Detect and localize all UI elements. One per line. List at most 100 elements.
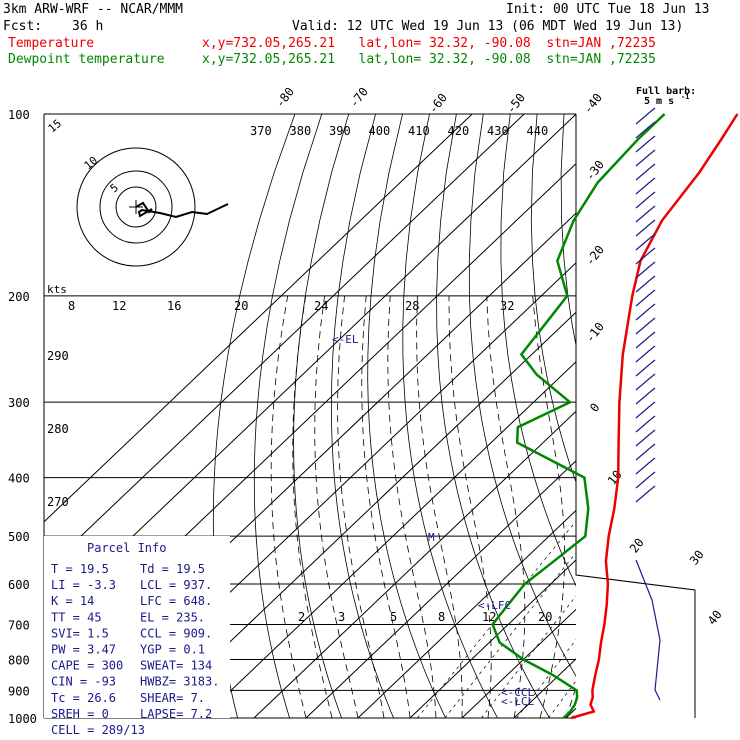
parcel-info-row-1-right: LCL = 937. xyxy=(140,578,212,592)
wind-barb-flag-1 xyxy=(649,121,656,127)
wind-barb-4 xyxy=(635,167,651,181)
dry-adiabat-280 xyxy=(402,114,498,718)
wind-barb-10 xyxy=(635,251,651,265)
parcel-info-row-5-left: PW = 3.47 xyxy=(51,643,116,657)
dry-adiabat-290 xyxy=(436,114,550,718)
moist-adiabat-40 xyxy=(670,296,740,718)
parcel-info-row-3-left: TT = 45 xyxy=(51,610,102,624)
wind-barb-flag-12 xyxy=(649,275,656,281)
lcl-marker: <-LCL xyxy=(501,695,534,708)
mixing-ratio-16 xyxy=(571,711,576,718)
barb-legend-title: Full barb: xyxy=(636,86,696,97)
hodograph-ring-inner xyxy=(115,186,157,228)
wind-barb-5 xyxy=(635,181,651,195)
theta-label-440: 440 xyxy=(527,124,549,138)
hodograph-ring-middle xyxy=(99,170,173,244)
wind-barb-flag-13 xyxy=(649,289,656,295)
mixing-ratio-12 xyxy=(548,680,576,718)
parcel-info-row-4-right: CCL = 909. xyxy=(140,626,212,640)
parcel-info-row-0-left: T = 19.5 xyxy=(51,562,109,576)
hodograph: 15 10 5 kts xyxy=(46,117,229,296)
wind-barb-8 xyxy=(635,223,651,237)
dry-adiabat-330 xyxy=(560,114,576,348)
isotherm-50 xyxy=(722,114,740,718)
theta-label-400: 400 xyxy=(369,124,391,138)
wind-barb-7 xyxy=(635,209,651,223)
wind-barb-flag-20 xyxy=(649,387,656,393)
wind-barb-flag-11 xyxy=(649,261,656,267)
parcel-info-row-9-left: SREH = 0 xyxy=(51,707,109,721)
dry-adiabat-270 xyxy=(367,114,446,718)
mixing-ratio-label-upper-0: 8 xyxy=(68,299,75,313)
parcel-info-row-8-left: Tc = 26.6 xyxy=(51,691,116,705)
mixing-ratio-label-upper-2: 16 xyxy=(167,299,181,313)
hodograph-unit: kts xyxy=(47,283,67,296)
parcel-info-row-0-right: Td = 19.5 xyxy=(140,562,205,576)
parcel-info-row-6-left: CAPE = 300 xyxy=(51,659,123,673)
wind-barb-flag-4 xyxy=(649,163,656,169)
wind-barb-flag-7 xyxy=(649,205,656,211)
pressure-label-900: 900 xyxy=(8,684,30,698)
wind-barb-24 xyxy=(635,447,651,461)
moist-adiabat-10 xyxy=(486,295,526,718)
temperature-legend-info: x,y=732.05,265.21 lat,lon= 32.32, -90.08… xyxy=(202,36,656,51)
dry-adiabat-250 xyxy=(293,114,350,718)
wind-barb-2 xyxy=(635,139,651,153)
forecast-label: Fcst: xyxy=(3,19,42,34)
wind-barb-23 xyxy=(635,433,651,447)
isotherm--60 xyxy=(149,311,576,718)
isotherm-label-right-5: 20 xyxy=(627,536,647,556)
pressure-label-500: 500 xyxy=(8,530,30,544)
wind-barb-flag-0 xyxy=(649,107,656,113)
wind-barb-flag-24 xyxy=(649,443,656,449)
dry-adiabat-390 xyxy=(726,114,740,718)
wind-barb-16 xyxy=(635,335,651,349)
mixing-ratio-5 xyxy=(481,595,576,718)
moist-adiabat--25 xyxy=(292,295,333,718)
pressure-label-800: 800 xyxy=(8,653,30,667)
isotherm--10 xyxy=(409,559,576,718)
wind-barb-17 xyxy=(635,349,651,363)
theta-label-370: 370 xyxy=(250,124,272,138)
wind-barb-flag-23 xyxy=(649,429,656,435)
pressure-label-600: 600 xyxy=(8,578,30,592)
pressure-label-200: 200 xyxy=(8,290,30,304)
isotherm-30 xyxy=(618,114,740,718)
mixing-ratio-8 xyxy=(516,639,576,718)
mixing-ratio-20 xyxy=(591,296,740,718)
hodograph-ring-label-15: 15 xyxy=(46,117,65,135)
wind-barb-22 xyxy=(635,419,651,433)
wind-barb-flag-9 xyxy=(649,233,656,239)
isotherm-label-top-2: -60 xyxy=(426,91,450,117)
moist-adiabat-30 xyxy=(618,296,740,718)
mixing-ratio-label-lower-1: 3 xyxy=(338,610,345,624)
wind-barb-flag-15 xyxy=(649,317,656,323)
parcel-info-row-9-right: LAPSE= 7.2 xyxy=(140,707,212,721)
mixing-ratio-label-upper-5: 28 xyxy=(405,299,419,313)
mixing-ratio-24 xyxy=(606,296,740,718)
forecast-hours: 36 h xyxy=(72,19,103,34)
parcel-info-row-8-right: SHEAR= 7. xyxy=(140,691,205,705)
isotherm-label-right-2: -10 xyxy=(583,320,607,346)
wind-barb-14 xyxy=(635,307,651,321)
dry-adiabat-260 xyxy=(330,114,394,718)
mixing-ratio-label-lower-0: 2 xyxy=(298,610,305,624)
wind-barb-column xyxy=(635,107,661,701)
isotherm-10 xyxy=(513,658,576,718)
hodograph-ring-outer xyxy=(76,147,196,267)
barb-legend-unit: 5 m s xyxy=(644,96,674,107)
parcel-info-background xyxy=(44,536,230,718)
theta-label-420: 420 xyxy=(448,124,470,138)
dewpoint-legend-info: x,y=732.05,265.21 lat,lon= 32.32, -90.08… xyxy=(202,52,656,67)
wind-barb-18 xyxy=(635,363,651,377)
isotherm--120 xyxy=(44,114,473,523)
moist-adiabat--30 xyxy=(270,295,307,718)
melting-level-marker: M xyxy=(428,531,435,544)
wind-barb-flag-16 xyxy=(649,331,656,337)
isotherm--30 xyxy=(305,460,576,718)
isotherm--110 xyxy=(44,114,525,573)
parcel-info-row-4-left: SVI= 1.5 xyxy=(51,626,109,640)
mixing-ratio-3 xyxy=(444,552,576,718)
wind-barb-flag-19 xyxy=(649,373,656,379)
wind-barb-flag-8 xyxy=(649,219,656,225)
